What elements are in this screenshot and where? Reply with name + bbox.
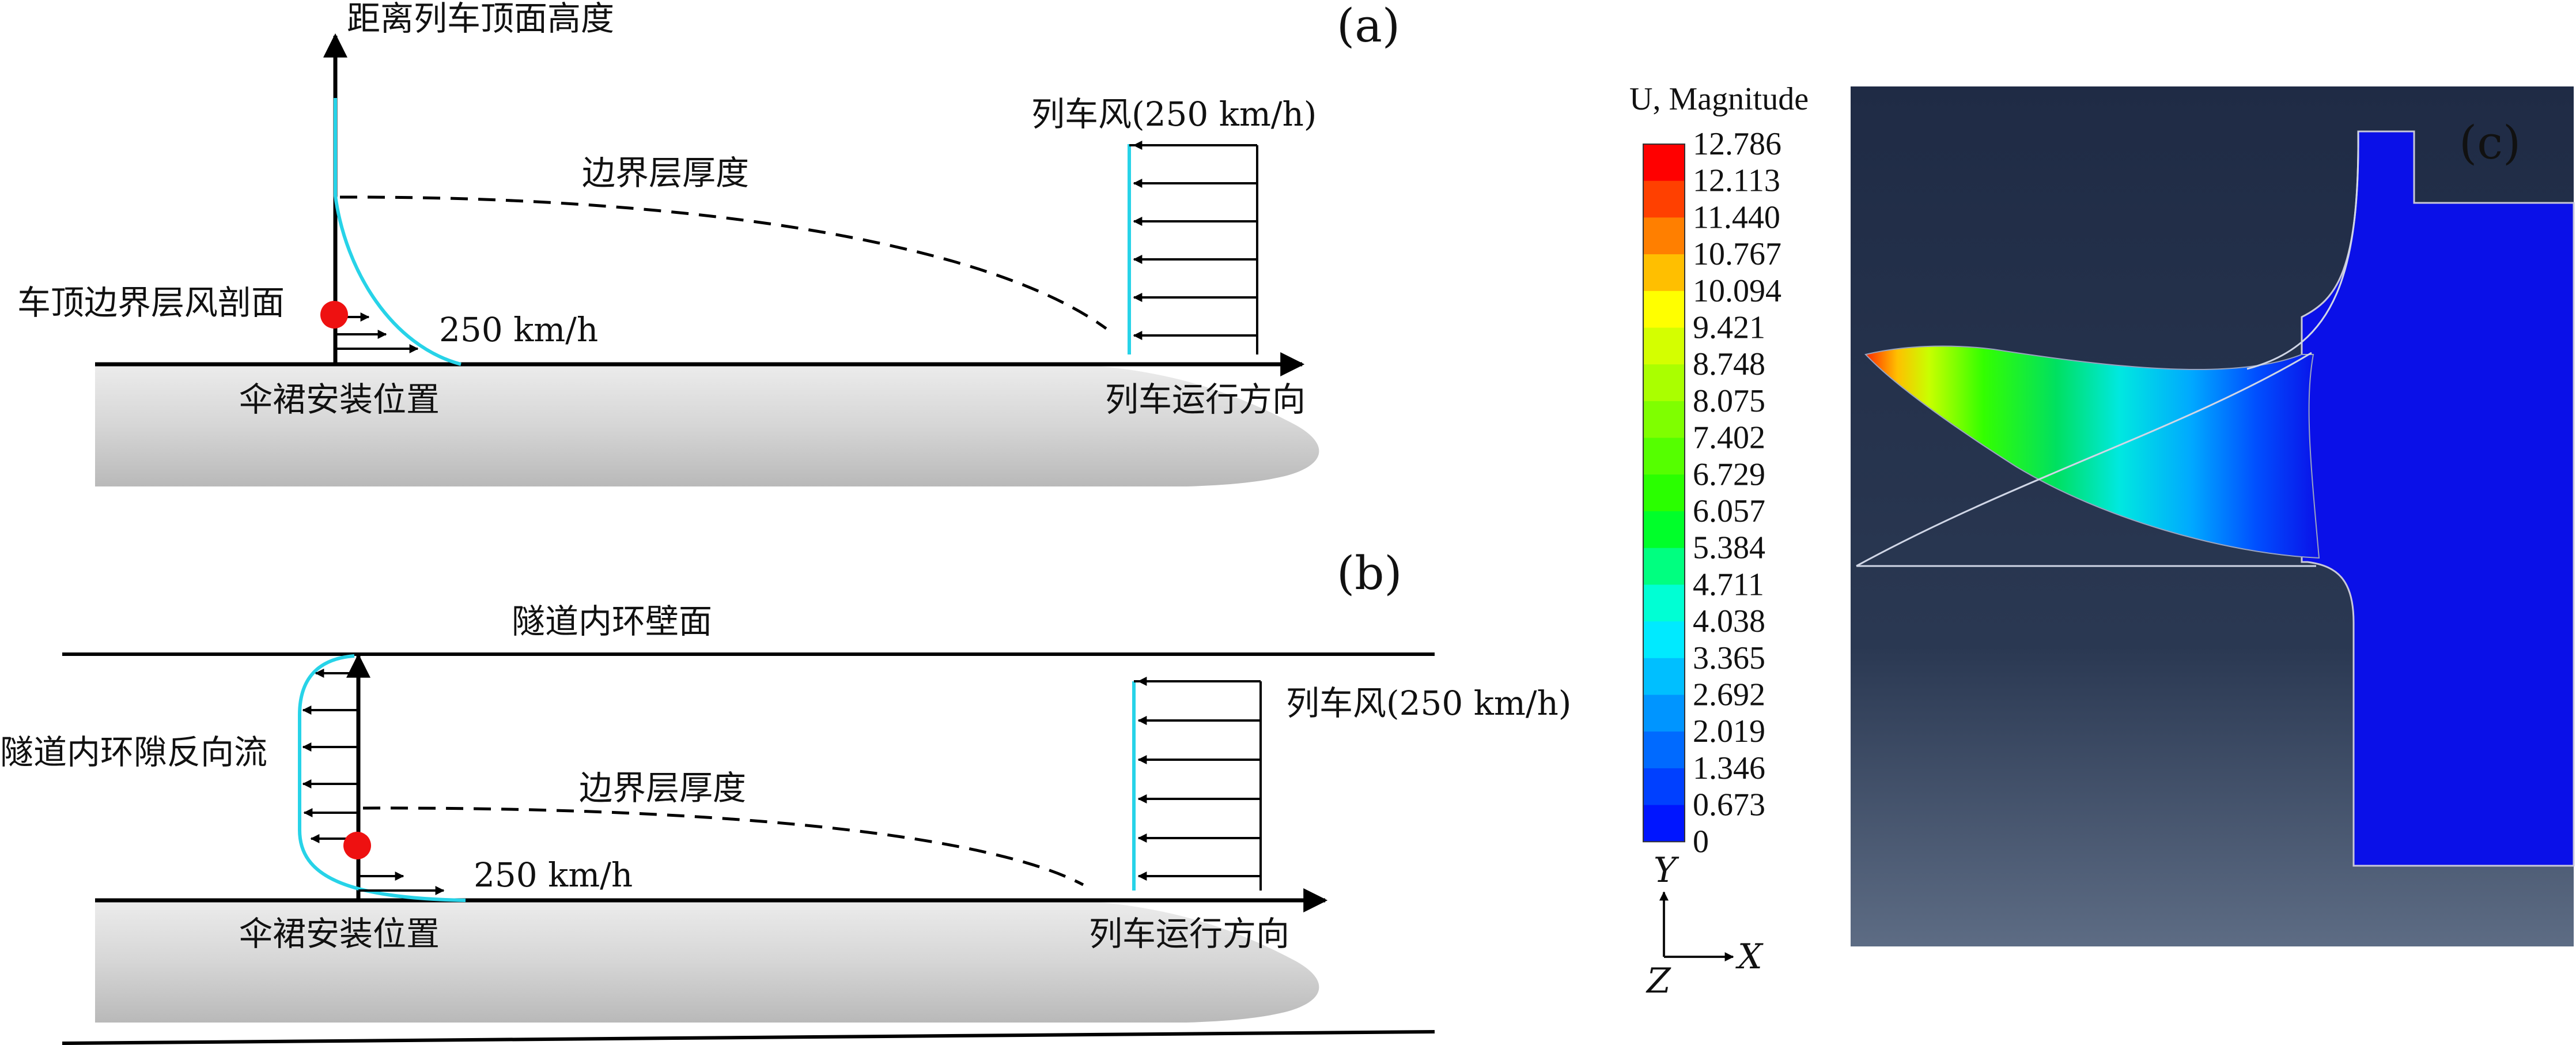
legend-swatch (1643, 401, 1685, 439)
boundary-thickness-dashed-b (362, 806, 1084, 886)
fe-upper-edge (2246, 131, 2359, 370)
panel-label-c: (c) (2459, 116, 2521, 169)
tunnel-wall-label-b: 隧道内环壁面 (512, 602, 712, 641)
direction-label-a: 列车运行方向 (1105, 380, 1306, 419)
contour-legend: 12.78612.11311.44010.76710.0949.4218.748… (1643, 126, 1781, 859)
legend-value: 11.440 (1693, 199, 1780, 235)
mount-marker-b (343, 832, 371, 859)
legend-value: 6.057 (1693, 493, 1765, 529)
legend-value: 10.767 (1693, 236, 1781, 272)
legend-value: 2.019 (1693, 714, 1765, 749)
legend-value: 10.094 (1693, 273, 1781, 309)
legend-value: 7.402 (1693, 420, 1765, 456)
reverse-flow-label-b: 隧道内环隙反向流 (0, 733, 267, 772)
legend-value: 8.075 (1693, 383, 1765, 419)
legend-swatch (1643, 695, 1685, 732)
legend-value: 12.113 (1693, 163, 1780, 199)
legend-swatch (1643, 217, 1685, 255)
reverse-flow-profile-b (298, 654, 466, 902)
legend-value: 2.692 (1693, 677, 1765, 713)
axis-x-label: X (1735, 937, 1764, 977)
forward-arrows-b (358, 872, 445, 895)
legend-swatch (1643, 364, 1685, 402)
legend-swatch (1643, 584, 1685, 622)
roof-profile-label-a: 车顶边界层风剖面 (17, 283, 285, 322)
legend-title: U, Magnitude (1629, 81, 1809, 117)
legend-swatch (1643, 180, 1685, 218)
speed-label-a: 250 km/h (439, 310, 598, 349)
train-wind-label-b: 列车风(250 km/h) (1286, 684, 1571, 723)
legend-swatch (1643, 731, 1685, 769)
legend-swatch (1643, 437, 1685, 475)
legend-value: 12.786 (1693, 126, 1781, 162)
legend-swatch (1643, 768, 1685, 806)
legend-swatch (1643, 291, 1685, 329)
panel-c: U, Magnitude 12.78612.11311.44010.76710.… (1629, 81, 2575, 1001)
legend-value: 3.365 (1693, 640, 1765, 676)
tunnel-wall-bottom-b (62, 1030, 1435, 1045)
legend-swatch (1643, 144, 1685, 182)
panel-label-b: (b) (1337, 546, 1402, 600)
legend-value: 0 (1693, 824, 1709, 859)
speed-label-b: 250 km/h (474, 855, 633, 895)
legend-value: 9.421 (1693, 310, 1765, 346)
panel-a: 距离列车顶面高度 (a) 边界层厚度 列车风(250 km/h) 车顶边界层风剖… (17, 0, 1400, 486)
legend-swatch (1643, 327, 1685, 365)
legend-value: 6.729 (1693, 457, 1765, 492)
train-wind-arrows-b (1137, 677, 1261, 881)
legend-swatch (1643, 474, 1685, 512)
train-body-b (95, 900, 1319, 1023)
axis-y-label: Y (1654, 850, 1679, 891)
boundary-thickness-label-b: 边界层厚度 (579, 768, 746, 808)
mount-marker-a (320, 301, 348, 329)
legend-swatch (1643, 805, 1685, 842)
axis-triad: Y X Z (1646, 850, 1764, 1001)
panel-b: (b) 隧道内环壁面 隧道内环隙反向流 边界层厚度 (0, 546, 1571, 1045)
legend-swatch (1643, 511, 1685, 549)
boundary-thickness-dashed-a (339, 195, 1107, 330)
reverse-flow-arrows-b (302, 669, 358, 843)
legend-frame (1643, 144, 1685, 843)
legend-value: 8.748 (1693, 346, 1765, 382)
height-axis-label-a: 距离列车顶面高度 (347, 0, 614, 38)
legend-value: 5.384 (1693, 530, 1765, 566)
axis-z-label: Z (1646, 961, 1671, 1001)
panel-label-a: (a) (1337, 0, 1400, 52)
roof-boundary-profile-a (334, 98, 462, 366)
legend-swatch (1643, 548, 1685, 585)
legend-value: 4.038 (1693, 603, 1765, 639)
train-wind-label-a: 列车风(250 km/h) (1031, 95, 1317, 134)
legend-swatch (1643, 658, 1685, 696)
legend-value: 0.673 (1693, 787, 1765, 823)
fe-contour-shed (1864, 345, 2320, 559)
legend-value: 1.346 (1693, 750, 1765, 786)
train-body-a (95, 364, 1319, 486)
mount-position-label-a: 伞裙安装位置 (239, 380, 440, 419)
mount-position-label-b: 伞裙安装位置 (239, 914, 440, 953)
legend-swatch (1643, 621, 1685, 659)
fe-undeformed-outline (1856, 352, 2316, 567)
train-wind-arrows-a (1133, 141, 1257, 340)
boundary-thickness-label-a: 边界层厚度 (582, 153, 749, 193)
legend-value: 4.711 (1693, 567, 1764, 602)
direction-label-b: 列车运行方向 (1089, 914, 1289, 953)
legend-swatch (1643, 254, 1685, 292)
